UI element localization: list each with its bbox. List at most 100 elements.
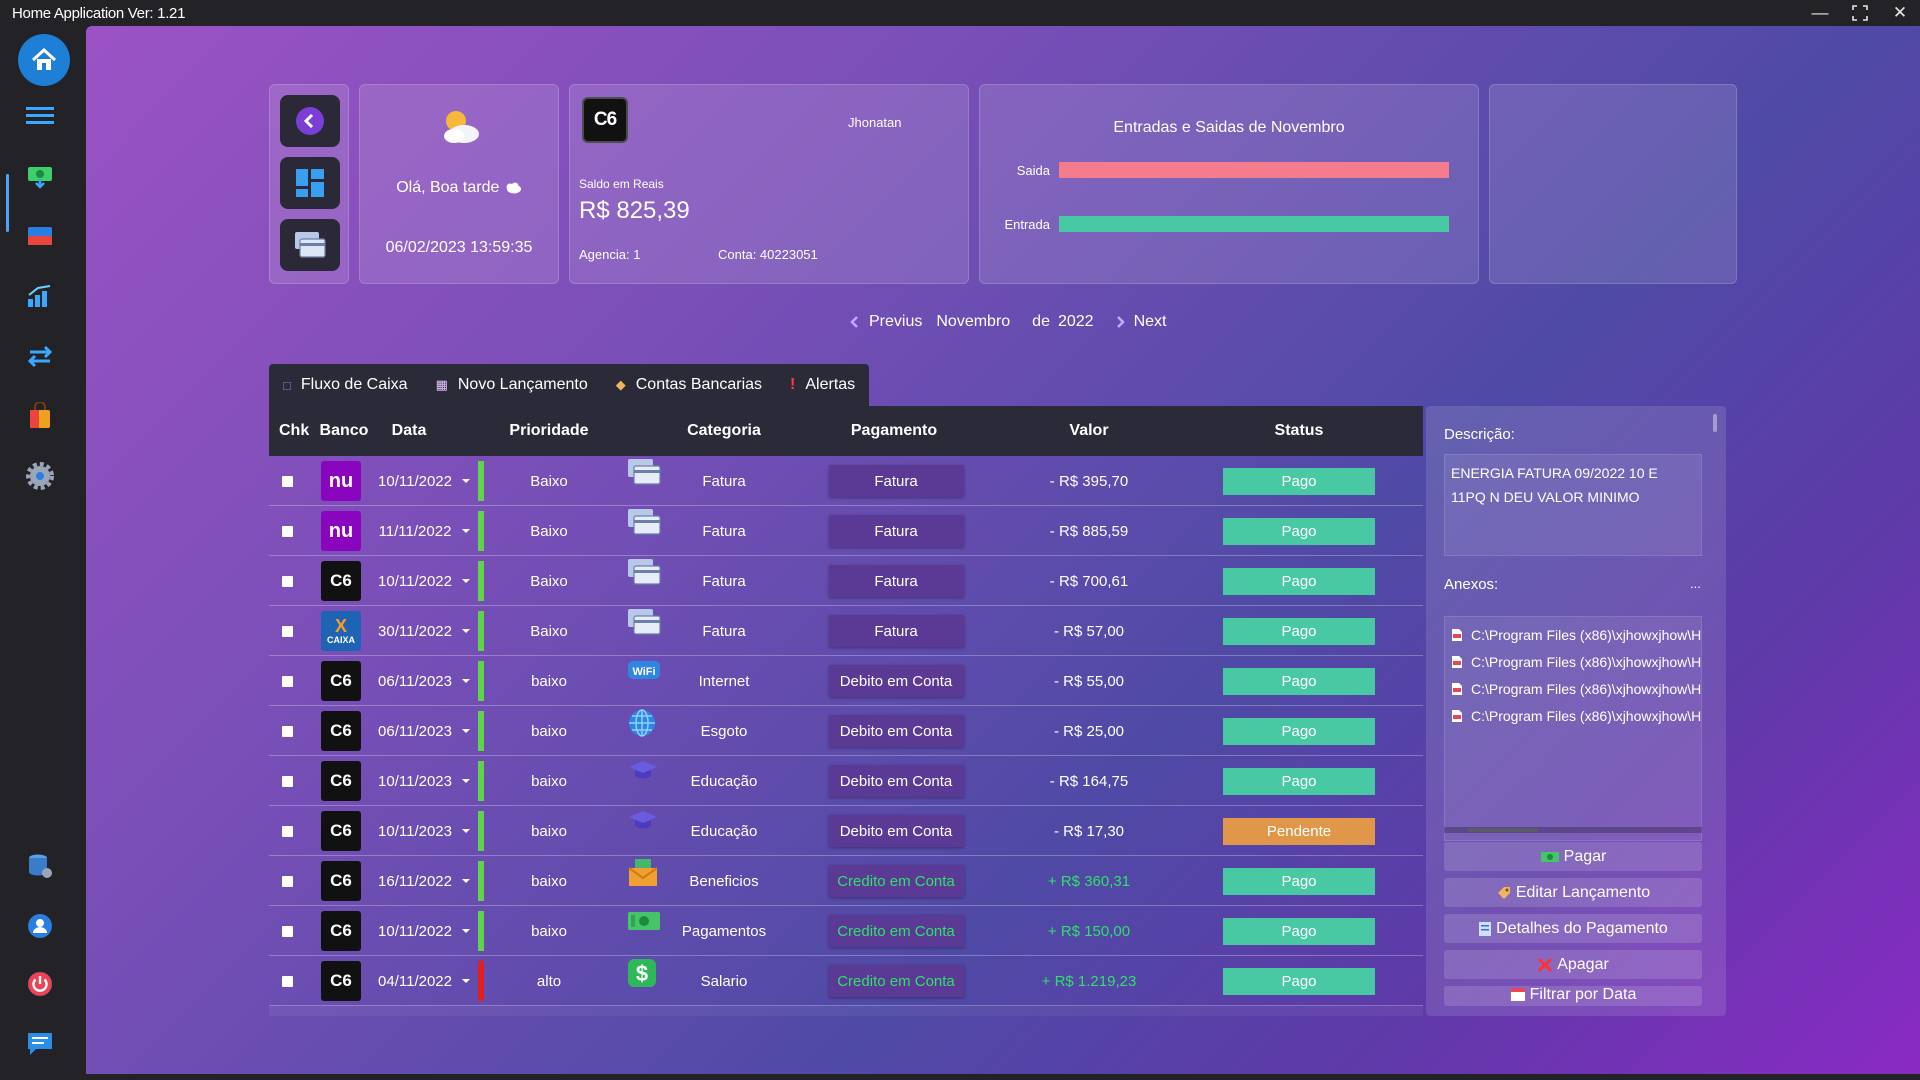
table-row[interactable]: C6 16/11/2022 baixo Beneficios Credito em Co… (269, 856, 1423, 906)
row-checkbox[interactable] (279, 656, 295, 706)
dashboard-button[interactable] (280, 157, 340, 209)
payment-details-button[interactable]: Detalhes do Pagamento (1444, 914, 1702, 943)
sidebar-item-power[interactable] (20, 964, 60, 1004)
date-dropdown[interactable] (459, 756, 473, 806)
row-checkbox[interactable] (279, 506, 295, 556)
maximize-button[interactable] (1840, 0, 1880, 26)
date-dropdown[interactable] (459, 656, 473, 706)
next-month-button[interactable]: Next (1114, 313, 1166, 331)
edit-entry-button[interactable]: Editar Lançamento (1444, 878, 1702, 907)
minimize-button[interactable]: — (1800, 0, 1840, 26)
tab-alerts[interactable]: ! Alertas (776, 364, 869, 406)
date-dropdown[interactable] (459, 856, 473, 906)
table-row[interactable]: C6 10/11/2023 baixo Educação Debito em Conta… (269, 806, 1423, 856)
sidebar-item-cards[interactable] (20, 216, 60, 256)
checkbox[interactable] (281, 875, 293, 887)
sidebar-item-database[interactable] (20, 846, 60, 886)
table-row[interactable]: nu 10/11/2022 Baixo Fatura Fatura - R$ 395,70… (269, 456, 1423, 506)
sidebar-item-cashflow[interactable] (20, 156, 60, 196)
attachment-item[interactable]: C:\Program Files (x86)\xjhowxjhow\Home (1451, 702, 1701, 729)
row-checkbox[interactable] (279, 606, 295, 656)
row-checkbox[interactable] (279, 856, 295, 906)
payment-method-badge[interactable]: Credito em Conta (828, 915, 964, 947)
pay-button[interactable]: Pagar (1444, 842, 1702, 871)
status-badge[interactable]: Pago (1223, 617, 1375, 645)
status-badge[interactable]: Pago (1223, 967, 1375, 995)
table-row[interactable]: C6 10/11/2022 Baixo Fatura Fatura - R$ 700,61… (269, 556, 1423, 606)
date-dropdown[interactable] (459, 556, 473, 606)
checkbox[interactable] (281, 975, 293, 987)
status-badge[interactable]: Pendente (1223, 817, 1375, 845)
panel-scrollbar[interactable] (1713, 414, 1717, 432)
attachment-item[interactable]: C:\Program Files (x86)\xjhowxjhow\Home (1451, 675, 1701, 702)
tab-cash-flow[interactable]: □ Fluxo de Caixa (269, 364, 422, 406)
cards-button[interactable] (280, 219, 340, 271)
status-badge[interactable]: Pago (1223, 867, 1375, 895)
sidebar-item-menu[interactable] (20, 96, 60, 136)
table-row[interactable]: X CAIXA 30/11/2022 Baixo Fatura Fatura - R$ 57… (269, 606, 1423, 656)
payment-method-badge[interactable]: Fatura (828, 515, 964, 547)
row-checkbox[interactable] (279, 756, 295, 806)
checkbox[interactable] (281, 575, 293, 587)
sidebar-item-shopping[interactable] (20, 396, 60, 436)
checkbox[interactable] (281, 525, 293, 537)
date-dropdown[interactable] (459, 806, 473, 856)
date-dropdown[interactable] (459, 906, 473, 956)
scrollbar-thumb[interactable] (1468, 828, 1538, 832)
date-dropdown[interactable] (459, 506, 473, 556)
attachments-scrollbar[interactable] (1444, 827, 1702, 833)
payment-method-badge[interactable]: Fatura (828, 615, 964, 647)
status-badge[interactable]: Pago (1223, 717, 1375, 745)
month-selector[interactable]: Novembro (936, 313, 1011, 330)
sidebar-item-settings[interactable] (20, 456, 60, 496)
year-selector[interactable]: 2022 (1057, 313, 1094, 330)
checkbox[interactable] (281, 775, 293, 787)
table-row[interactable]: C6 10/11/2023 baixo Educação Debito em Conta… (269, 756, 1423, 806)
payment-method-badge[interactable]: Debito em Conta (828, 765, 964, 797)
checkbox[interactable] (281, 625, 293, 637)
checkbox[interactable] (281, 925, 293, 937)
date-dropdown[interactable] (459, 956, 473, 1006)
checkbox[interactable] (281, 825, 293, 837)
attachments-more-button[interactable]: ... (1690, 576, 1701, 591)
table-row[interactable]: C6 06/11/2023 baixo WiFi Internet Debito em C… (269, 656, 1423, 706)
row-checkbox[interactable] (279, 706, 295, 756)
close-button[interactable]: ✕ (1880, 0, 1920, 26)
filter-by-date-button[interactable]: Filtrar por Data (1444, 986, 1702, 1006)
row-checkbox[interactable] (279, 906, 295, 956)
status-badge[interactable]: Pago (1223, 567, 1375, 595)
payment-method-badge[interactable]: Debito em Conta (828, 715, 964, 747)
date-dropdown[interactable] (459, 606, 473, 656)
date-dropdown[interactable] (459, 706, 473, 756)
delete-button[interactable]: Apagar (1444, 950, 1702, 979)
payment-method-badge[interactable]: Fatura (828, 565, 964, 597)
date-dropdown[interactable] (459, 456, 473, 506)
tab-new-entry[interactable]: ▦ Novo Lançamento (422, 364, 602, 406)
sidebar-item-home[interactable] (18, 34, 70, 86)
row-checkbox[interactable] (279, 556, 295, 606)
status-badge[interactable]: Pago (1223, 517, 1375, 545)
checkbox[interactable] (281, 675, 293, 687)
payment-method-badge[interactable]: Fatura (828, 465, 964, 497)
payment-method-badge[interactable]: Debito em Conta (828, 665, 964, 697)
sidebar-item-user[interactable] (20, 906, 60, 946)
payment-method-badge[interactable]: Debito em Conta (828, 815, 964, 847)
table-row[interactable]: C6 04/11/2022 alto $ Salario Credito em Conta… (269, 956, 1423, 1006)
table-row[interactable]: C6 10/11/2022 baixo Pagamentos Credito em Co… (269, 906, 1423, 956)
payment-method-badge[interactable]: Credito em Conta (828, 865, 964, 897)
checkbox[interactable] (281, 725, 293, 737)
status-badge[interactable]: Pago (1223, 667, 1375, 695)
status-badge[interactable]: Pago (1223, 467, 1375, 495)
checkbox[interactable] (281, 475, 293, 487)
attachment-item[interactable]: C:\Program Files (x86)\xjhowxjhow\Home (1451, 648, 1701, 675)
tab-bank-accounts[interactable]: ◆ Contas Bancarias (602, 364, 776, 406)
table-row[interactable]: nu 11/11/2022 Baixo Fatura Fatura - R$ 885,59… (269, 506, 1423, 556)
row-checkbox[interactable] (279, 456, 295, 506)
previous-month-button[interactable]: Previus (849, 313, 922, 331)
table-row[interactable]: C6 06/11/2023 baixo Esgoto Debito em Conta - … (269, 706, 1423, 756)
attachment-item[interactable]: C:\Program Files (x86)\xjhowxjhow\Home (1451, 621, 1701, 648)
sidebar-item-reports[interactable] (20, 276, 60, 316)
payment-method-badge[interactable]: Credito em Conta (828, 965, 964, 997)
status-badge[interactable]: Pago (1223, 917, 1375, 945)
row-checkbox[interactable] (279, 806, 295, 856)
